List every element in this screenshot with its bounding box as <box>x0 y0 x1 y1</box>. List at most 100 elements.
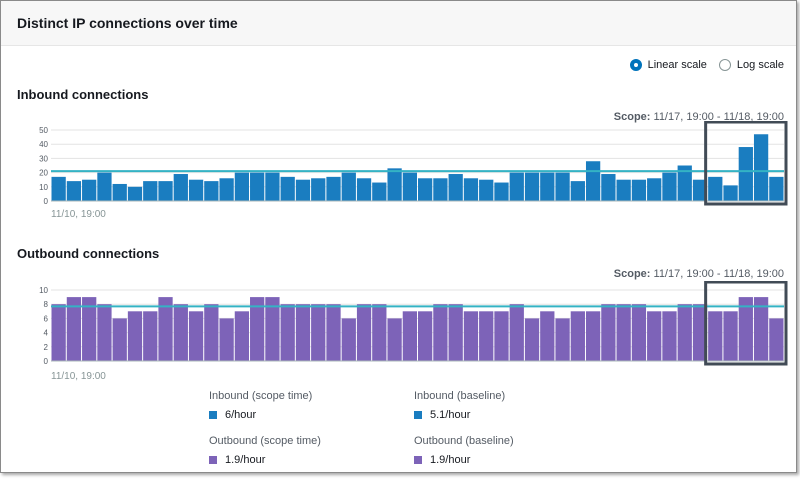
bar <box>173 174 188 201</box>
bar <box>631 179 647 201</box>
bar <box>494 311 509 361</box>
y-tick-label: 8 <box>44 300 49 309</box>
bar <box>219 178 234 201</box>
bar <box>540 311 555 361</box>
bar <box>188 179 204 201</box>
panel-title: Distinct IP connections over time <box>17 15 238 31</box>
scope-highlight-box <box>704 121 788 206</box>
bar <box>173 304 188 361</box>
legend-swatch-icon <box>414 411 422 419</box>
y-tick-label: 30 <box>39 154 48 163</box>
y-tick-label: 0 <box>44 357 49 366</box>
outbound-scope-value: 11/17, 19:00 - 11/18, 19:00 <box>653 268 784 280</box>
bar <box>51 176 66 201</box>
bar <box>463 178 479 201</box>
bar <box>418 311 433 361</box>
outbound-title: Outbound connections <box>17 246 160 261</box>
y-tick-label: 10 <box>39 286 48 295</box>
bar <box>341 318 356 361</box>
bar <box>769 176 784 201</box>
bar <box>326 304 341 361</box>
bar <box>158 181 173 201</box>
bar <box>234 311 250 361</box>
bar <box>753 134 769 201</box>
bar <box>51 304 66 361</box>
bar <box>616 179 631 201</box>
outbound-chart: 0 2 4 6 8 10 <box>39 281 788 366</box>
bar <box>143 181 158 201</box>
bar <box>509 304 524 361</box>
y-tick-label: 6 <box>44 314 49 323</box>
bar <box>295 179 311 201</box>
legend-label: Inbound (scope time) <box>209 390 313 402</box>
linear-scale-label[interactable]: Linear scale <box>647 59 707 71</box>
y-tick-label: 50 <box>39 126 48 135</box>
bar <box>769 318 784 361</box>
bar <box>402 172 417 201</box>
bar <box>82 297 97 361</box>
bar <box>555 172 570 201</box>
bar <box>494 182 509 201</box>
bar <box>66 297 82 361</box>
bar <box>708 176 723 201</box>
bar <box>250 297 265 361</box>
inbound-scope-value: 11/17, 19:00 - 11/18, 19:00 <box>653 111 784 123</box>
radio-selected-icon[interactable] <box>629 59 642 71</box>
bar <box>524 318 540 361</box>
bar <box>204 304 219 361</box>
bar <box>188 311 204 361</box>
bar <box>433 178 448 201</box>
bar <box>143 311 158 361</box>
inbound-scope: Scope: 11/17, 19:00 - 11/18, 19:00 <box>614 111 784 123</box>
bar <box>616 304 631 361</box>
bar <box>601 304 616 361</box>
legend-value: 5.1/hour <box>430 409 471 421</box>
bar <box>631 304 647 361</box>
legend-swatch-icon <box>209 411 217 419</box>
y-tick-label: 2 <box>44 343 49 352</box>
bar <box>723 185 738 201</box>
bar <box>112 183 127 201</box>
bar <box>82 179 97 201</box>
outbound-start-label: 11/10, 19:00 <box>51 371 106 382</box>
bar <box>662 172 677 201</box>
bar <box>250 172 265 201</box>
inbound-chart: 0 10 20 30 40 50 <box>39 121 788 206</box>
scope-highlight-box <box>704 281 788 366</box>
legend-value: 6/hour <box>225 409 257 421</box>
log-scale-label[interactable]: Log scale <box>736 59 784 71</box>
bar <box>372 304 387 361</box>
linear-scale-option[interactable]: Linear scale <box>629 59 707 71</box>
legend-label: Outbound (baseline) <box>414 435 514 447</box>
bar <box>708 311 723 361</box>
radio-unselected-icon[interactable] <box>718 59 731 71</box>
bar <box>311 304 326 361</box>
bar <box>677 165 692 201</box>
bar <box>356 178 372 201</box>
bar <box>341 172 356 201</box>
y-tick-label: 20 <box>39 169 48 178</box>
bar <box>738 147 753 201</box>
bar <box>204 181 219 201</box>
legend-label: Outbound (scope time) <box>209 435 321 447</box>
bar <box>738 297 753 361</box>
bar <box>265 172 280 201</box>
bar <box>555 318 570 361</box>
log-scale-option[interactable]: Log scale <box>718 59 784 71</box>
bar <box>219 318 234 361</box>
bar <box>280 176 295 201</box>
bar <box>647 178 662 201</box>
bar <box>295 304 311 361</box>
bar <box>463 311 479 361</box>
bar <box>753 297 769 361</box>
y-tick-label: 10 <box>39 183 48 192</box>
bar <box>112 318 127 361</box>
bar <box>433 304 448 361</box>
bar <box>265 297 280 361</box>
bar <box>570 181 585 201</box>
bar <box>387 318 402 361</box>
bar <box>127 186 143 201</box>
inbound-title: Inbound connections <box>17 87 149 102</box>
bar <box>723 311 738 361</box>
